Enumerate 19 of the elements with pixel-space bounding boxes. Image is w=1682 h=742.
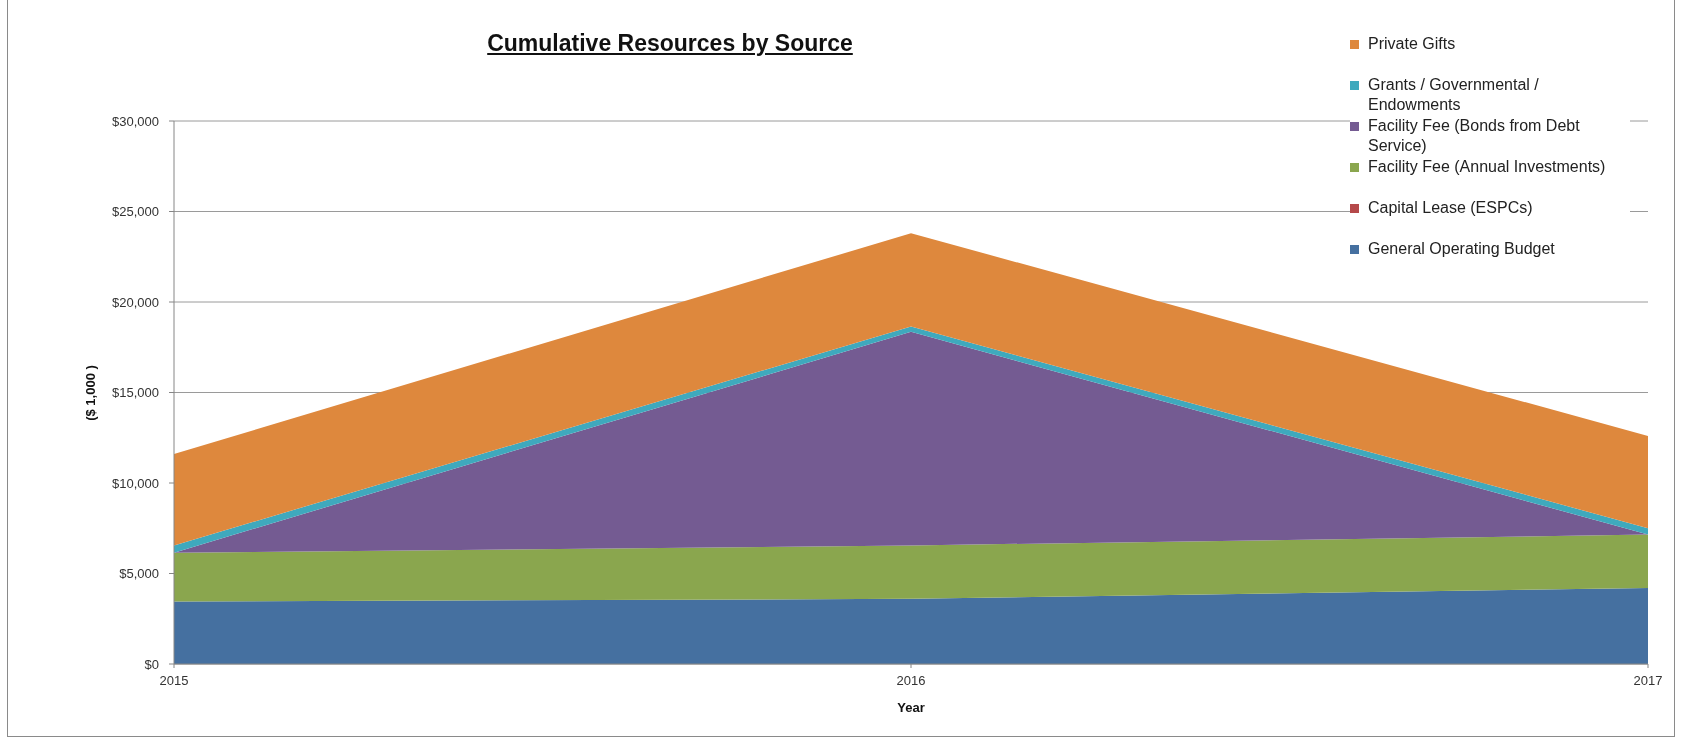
y-tick-label: $20,000 [112, 294, 159, 310]
chart-title: Cumulative Resources by Source [487, 30, 853, 56]
legend-label: Facility Fee (Annual Investments) [1368, 158, 1606, 175]
x-tick-label: 2016 [896, 673, 926, 689]
legend-label: General Operating Budget [1368, 240, 1555, 257]
x-tick-label: 2015 [159, 673, 189, 689]
x-tick-label: 2017 [1633, 673, 1663, 689]
y-tick-label: $10,000 [112, 475, 159, 491]
legend-label: Facility Fee (Bonds from Debt Service) [1368, 117, 1580, 154]
y-tick-label: $30,000 [112, 113, 159, 129]
legend-label: Private Gifts [1368, 35, 1456, 52]
y-tick-label: $5,000 [119, 566, 159, 582]
y-tick-label: $15,000 [112, 385, 159, 401]
y-tick-label: $25,000 [112, 204, 159, 220]
legend-label: Capital Lease (ESPCs) [1368, 199, 1533, 216]
y-tick-label: $0 [144, 656, 159, 672]
legend-label: Grants / Governmental / Endowments [1368, 76, 1539, 113]
y-axis-title: ($ 1,000 ) [82, 365, 98, 421]
x-axis-title: Year [897, 700, 925, 715]
